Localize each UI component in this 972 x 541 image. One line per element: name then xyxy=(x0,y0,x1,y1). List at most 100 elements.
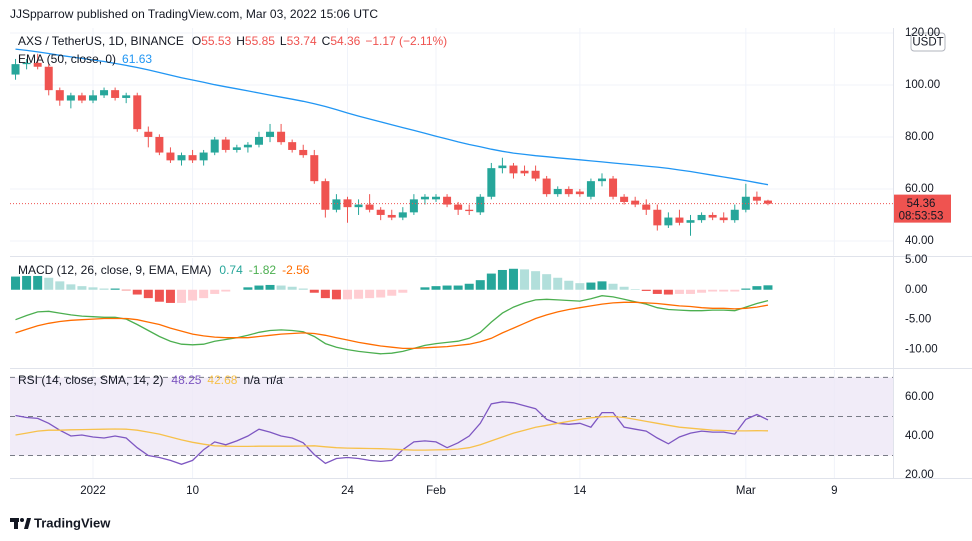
histogram-bar xyxy=(431,286,441,290)
x-tick-label: Mar xyxy=(736,485,756,497)
candle-body xyxy=(398,212,407,218)
histogram-bar xyxy=(22,275,32,290)
candle-body xyxy=(542,178,551,195)
histogram-bar xyxy=(298,288,308,290)
candle-body xyxy=(332,199,341,210)
histogram-bar xyxy=(77,286,87,290)
histogram-bar xyxy=(630,289,640,290)
y-tick-label: 60.00 xyxy=(905,391,934,403)
candle-body xyxy=(266,131,275,137)
candle-body xyxy=(553,188,562,195)
candle-body xyxy=(354,204,363,208)
close-label: C xyxy=(322,34,331,48)
candle-body xyxy=(33,62,42,67)
y-tick-label: 0.00 xyxy=(905,284,927,296)
ema-title: EMA (50, close, 0) xyxy=(18,52,116,66)
currency-box[interactable] xyxy=(910,32,946,52)
histogram-bar xyxy=(221,289,231,292)
histogram-bar xyxy=(210,289,220,294)
candle-body xyxy=(763,200,772,204)
brand-name: TradingView xyxy=(34,515,111,530)
indicator-line xyxy=(15,301,769,350)
indicator-line xyxy=(15,401,769,465)
candle-body xyxy=(675,217,684,223)
candle-body xyxy=(11,64,20,75)
histogram-bar xyxy=(177,289,187,303)
histogram-bar xyxy=(331,289,341,300)
mark-layer xyxy=(10,48,893,465)
countdown-label: 08:53:53 xyxy=(899,211,944,223)
candle-body xyxy=(243,144,252,148)
candle-body xyxy=(133,95,142,130)
histogram-bar xyxy=(99,288,109,290)
histogram-bar xyxy=(542,274,552,290)
currency-label[interactable]: USDT xyxy=(912,37,943,49)
symbol-title: AXS / TetherUS, 1D, BINANCE xyxy=(18,34,184,48)
price-legend: AXS / TetherUS, 1D, BINANCE O55.53 H55.85 L… xyxy=(18,34,447,48)
logo-part xyxy=(24,518,31,529)
histogram-bar xyxy=(442,285,452,290)
histogram-bar xyxy=(508,268,518,290)
x-tick-label: 10 xyxy=(186,485,199,497)
candle-body xyxy=(509,165,518,174)
macd-value: -1.82 xyxy=(249,263,277,277)
candle-body xyxy=(642,204,651,210)
candle-body xyxy=(199,152,208,161)
candle-body xyxy=(575,191,584,195)
candle-body xyxy=(520,170,529,174)
candle-body xyxy=(343,199,352,208)
histogram-bar xyxy=(132,289,142,295)
open-label: O xyxy=(192,34,201,48)
label-layer: JJSpparrow published on TradingView.com,… xyxy=(10,7,951,530)
histogram-bar xyxy=(276,285,286,290)
x-tick-label: 24 xyxy=(341,485,354,497)
candle-body xyxy=(111,90,120,98)
candle-body xyxy=(719,217,728,221)
candle-body xyxy=(376,209,385,215)
rsi-na: n/a xyxy=(243,373,260,387)
candle-body xyxy=(752,196,761,201)
histogram-value: 0.74 xyxy=(219,263,243,277)
candle-body xyxy=(221,139,230,150)
rsi-title: RSI (14, close, SMA, 14, 2) xyxy=(18,373,163,387)
high-label: H xyxy=(236,34,245,48)
candle-body xyxy=(531,170,540,179)
histogram-bar xyxy=(44,277,54,290)
macd-title: MACD (12, 26, close, 9, EMA, EMA) xyxy=(18,263,211,277)
y-tick-label: 80.00 xyxy=(905,131,934,143)
candle-body xyxy=(321,181,330,210)
signal-value: -2.56 xyxy=(282,263,310,277)
histogram-bar xyxy=(608,283,618,290)
low-value: 53.74 xyxy=(287,34,317,48)
histogram-bar xyxy=(11,276,21,290)
candle-body xyxy=(487,168,496,197)
histogram-bar xyxy=(741,288,751,290)
candle-body xyxy=(188,155,197,161)
candle-body xyxy=(387,214,396,218)
y-tick-label: 120.00 xyxy=(905,27,940,39)
histogram-bar xyxy=(320,289,330,299)
candle-body xyxy=(597,178,606,182)
histogram-bar xyxy=(597,281,607,290)
histogram-bar xyxy=(55,281,65,290)
histogram-bar xyxy=(586,282,596,290)
histogram-bar xyxy=(674,289,684,294)
candle-body xyxy=(443,196,452,205)
histogram-bar xyxy=(243,287,253,290)
candle-body xyxy=(88,95,97,101)
x-tick-label: 9 xyxy=(831,485,837,497)
x-tick-label: Feb xyxy=(426,485,446,497)
indicator-line xyxy=(15,295,769,355)
y-tick-label: 60.00 xyxy=(905,183,934,195)
histogram-bar xyxy=(387,289,397,296)
candle-body xyxy=(730,209,739,221)
candle-body xyxy=(476,196,485,213)
histogram-bar xyxy=(708,289,718,292)
candle-body xyxy=(55,90,64,101)
close-value: 54.36 xyxy=(330,34,360,48)
candle-body xyxy=(620,196,629,202)
candle-body xyxy=(77,95,86,101)
candle-body xyxy=(299,149,308,156)
ema-legend: EMA (50, close, 0) 61.63 xyxy=(18,52,152,66)
open-value: 55.53 xyxy=(201,34,231,48)
